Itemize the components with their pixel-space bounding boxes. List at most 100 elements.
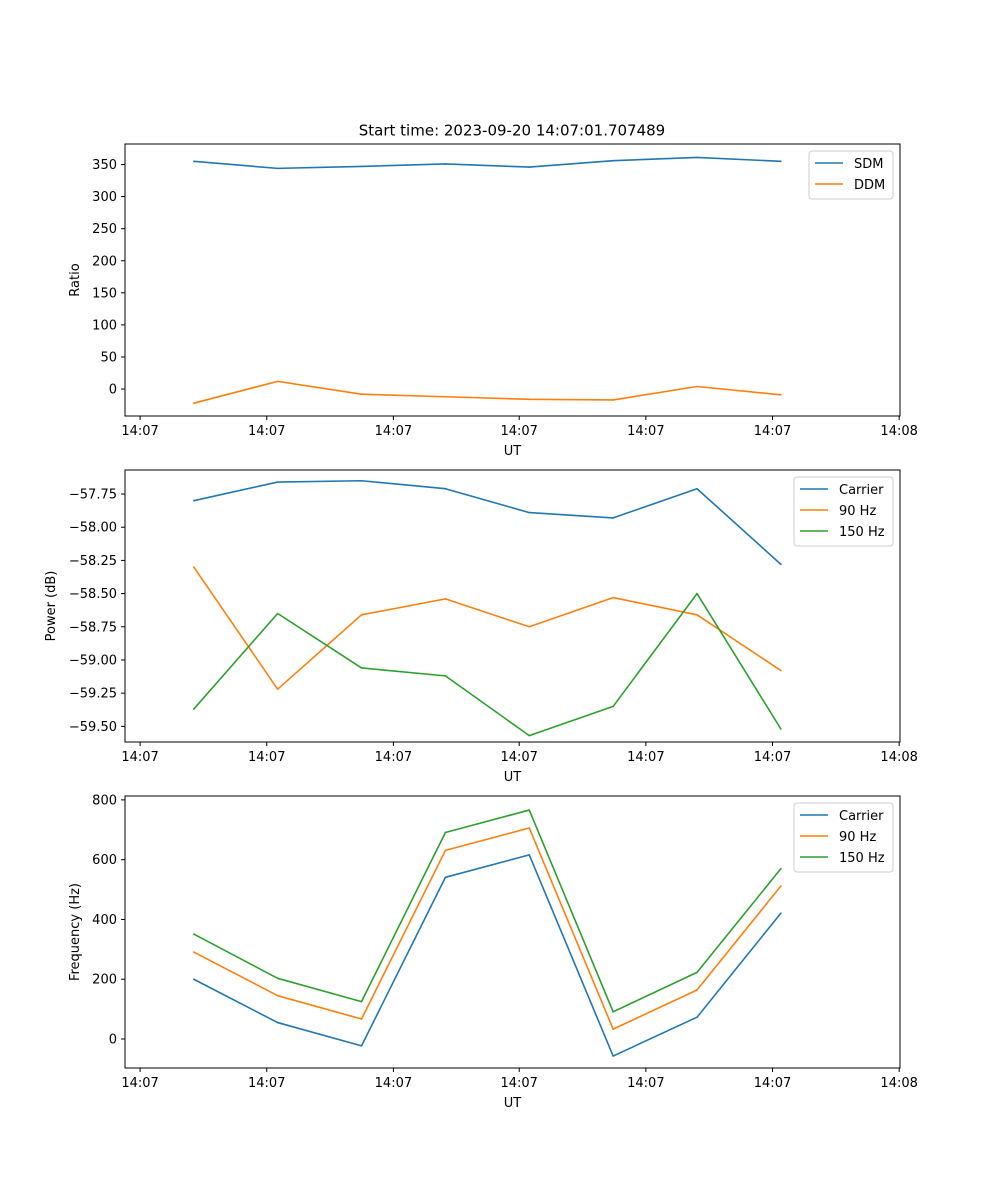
x-tick-label: 14:07 <box>375 1076 412 1091</box>
data-point <box>444 395 447 398</box>
data-point <box>360 667 363 669</box>
figure-title: Start time: 2023-09-20 14:07:01.707489 <box>359 122 665 140</box>
data-point <box>780 728 782 730</box>
legend: Carrier 90 Hz 150 Hz <box>793 802 894 873</box>
y-tick-label: −58.25 <box>69 554 117 569</box>
y-tick-label: −59.00 <box>69 653 117 668</box>
data-point <box>528 625 531 628</box>
data-point <box>276 167 279 170</box>
data-point <box>192 499 195 502</box>
data-point <box>360 479 363 482</box>
data-point <box>780 669 782 672</box>
chart-panel-3: 14:07 14:07 14:07 14:07 14:07 14:07 14:08 0 200 4… <box>68 793 918 1111</box>
x-tick-label: 14:07 <box>121 1076 158 1091</box>
data-point <box>444 675 447 677</box>
data-point <box>444 487 447 490</box>
data-point <box>780 867 782 870</box>
data-point <box>444 831 447 834</box>
series-line-90-hz <box>193 827 782 1030</box>
x-tick-label: 14:07 <box>121 424 158 439</box>
series-line-150-hz <box>193 592 782 737</box>
data-point <box>696 385 698 388</box>
data-point <box>696 614 698 616</box>
data-point <box>192 402 195 404</box>
x-tick-label: 14:07 <box>754 1076 791 1091</box>
data-point <box>612 1011 614 1013</box>
chart-panel-2: 14:07 14:07 14:07 14:07 14:07 14:07 14:08 −59.5… <box>44 469 918 785</box>
data-point <box>192 160 195 163</box>
data-point <box>444 598 447 600</box>
series-line-ddm <box>193 380 781 404</box>
legend-entry: 90 Hz <box>839 830 876 845</box>
data-point <box>780 885 782 887</box>
x-axis-label: UT <box>504 444 522 459</box>
x-tick-label: 14:07 <box>375 750 412 765</box>
data-point <box>276 994 279 997</box>
data-point <box>192 566 195 568</box>
data-point <box>360 393 363 395</box>
y-tick-label: 200 <box>92 254 117 269</box>
x-tick-label: 14:07 <box>754 424 791 439</box>
legend-entry: DDM <box>854 178 885 193</box>
data-point <box>276 1021 279 1024</box>
data-point <box>612 159 614 162</box>
legend-entry: SDM <box>854 157 883 172</box>
data-point <box>528 854 531 856</box>
x-tick-label: 14:07 <box>500 1076 537 1091</box>
data-point <box>192 708 195 710</box>
series-line-sdm <box>193 156 781 170</box>
data-point <box>612 1028 614 1030</box>
data-point <box>612 705 614 708</box>
y-tick-label: 800 <box>92 793 117 808</box>
legend: Carrier 90 Hz 150 Hz <box>793 476 894 547</box>
y-tick-label: 0 <box>109 383 117 398</box>
legend-entry: 150 Hz <box>839 851 885 866</box>
data-point <box>612 517 614 519</box>
x-tick-label: 14:07 <box>248 750 285 765</box>
series-line-carrier <box>193 854 782 1057</box>
data-point <box>444 849 447 852</box>
y-tick-label: −59.50 <box>69 720 117 735</box>
data-point <box>360 1045 363 1047</box>
data-point <box>528 166 531 168</box>
data-point <box>444 163 447 165</box>
y-axis-label: Ratio <box>68 263 83 296</box>
x-tick-label: 14:08 <box>880 1076 917 1091</box>
data-point <box>528 734 531 737</box>
data-point <box>360 614 363 616</box>
data-point <box>696 156 698 159</box>
x-axis-label: UT <box>504 1096 522 1111</box>
legend-entry: Carrier <box>839 483 884 498</box>
x-tick-label: 14:07 <box>500 424 537 439</box>
chart-panel-1: 14:07 14:07 14:07 14:07 14:07 14:07 14:08 0 50 10… <box>68 143 918 459</box>
data-point <box>192 951 195 953</box>
x-tick-label: 14:08 <box>880 750 917 765</box>
data-point <box>780 160 782 163</box>
legend-entry: Carrier <box>839 809 884 824</box>
x-tick-label: 14:07 <box>248 424 285 439</box>
y-tick-label: −58.00 <box>69 521 117 536</box>
data-point <box>780 912 782 914</box>
legend-box <box>793 476 894 547</box>
y-tick-label: 100 <box>92 318 117 333</box>
data-point <box>528 827 531 829</box>
data-point <box>528 398 531 401</box>
y-tick-label: 150 <box>92 286 117 301</box>
y-tick-label: 200 <box>92 973 117 988</box>
y-tick-label: −57.75 <box>69 488 117 503</box>
x-tick-label: 14:07 <box>627 750 664 765</box>
axes-frame <box>124 795 901 1069</box>
data-point <box>276 977 279 980</box>
x-tick-label: 14:07 <box>627 424 664 439</box>
legend: SDM DDM <box>808 150 894 200</box>
data-point <box>612 1055 614 1057</box>
data-point <box>276 688 279 690</box>
legend-box <box>793 802 894 873</box>
x-axis-label: UT <box>504 770 522 785</box>
y-tick-label: −59.25 <box>69 687 117 702</box>
legend-entry: 90 Hz <box>839 504 876 519</box>
y-tick-label: 300 <box>92 190 117 205</box>
data-point <box>780 394 782 396</box>
x-tick-label: 14:07 <box>754 750 791 765</box>
legend-entry: 150 Hz <box>839 525 885 540</box>
